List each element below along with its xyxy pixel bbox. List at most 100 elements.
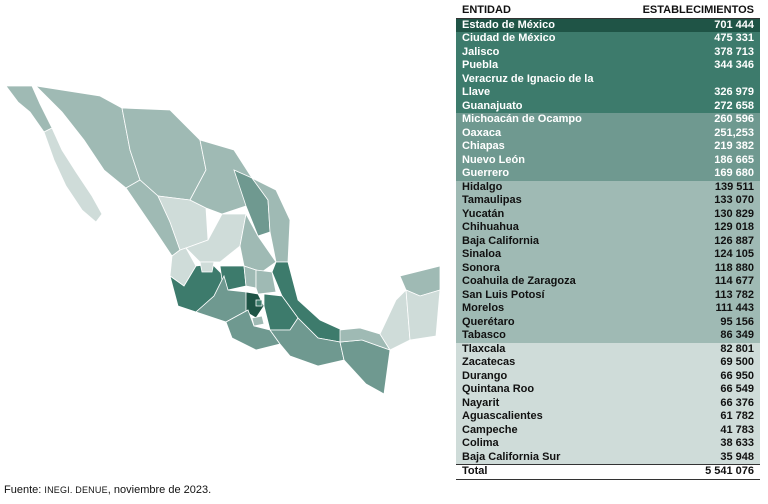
value-cell: 124 105 [714,248,754,260]
table-row: Quintana Roo 66 549 [456,383,760,397]
header-row: ENTIDAD ESTABLECIMIENTOS [456,4,760,19]
entity-cell: Tlaxcala [462,342,506,355]
value-cell: 41 783 [720,423,754,436]
table-row: Baja California Sur 35 948 [456,450,760,465]
table-row: Baja California 126 887 [456,234,760,248]
value-cell: 169 680 [714,167,754,179]
value-cell: 126 887 [714,234,754,247]
table-row: Chihuahua 129 018 [456,221,760,235]
table-row: Puebla 344 346 [456,59,760,73]
value-cell: 118 880 [714,261,754,274]
entity-cell: Oaxaca [462,126,502,139]
table-row: Estado de México 701 444 [456,18,760,32]
entity-cell: Hidalgo [462,180,503,193]
value-cell: 95 156 [720,315,754,328]
table-row: Colima 38 633 [456,437,760,451]
value-cell: 114 677 [714,275,754,287]
value-cell: 701 444 [714,18,754,31]
table-row: Nuevo León 186 665 [456,153,760,167]
value-cell: 272 658 [714,99,754,112]
hidalgo [255,269,277,295]
table: ENTIDAD ESTABLECIMIENTOS Estado de México 7… [456,4,760,480]
table-row: Tamaulipas 133 070 [456,194,760,208]
value-cell: 35 948 [720,450,754,463]
table-row: Veracruz de Ignacio de la Llave 326 979 [456,72,760,100]
table-row: Zacatecas 69 500 [456,356,760,370]
entity-cell: Nuevo León [462,153,525,166]
table-row: Tabasco 86 349 [456,329,760,343]
entity-cell: Sinaloa [462,248,502,260]
entity-cell: Chihuahua [462,221,519,233]
value-cell: 129 018 [714,221,754,233]
entity-cell: Baja California Sur [462,450,561,463]
table-row: Michoacán de Ocampo 260 596 [456,113,760,127]
queretaro [243,265,257,289]
entity-cell: Nayarit [462,396,500,409]
value-cell: 66 376 [720,396,754,409]
entity-cell: Tabasco [462,329,506,341]
table-row: Sinaloa 124 105 [456,248,760,262]
entity-cell: Guanajuato [462,99,523,112]
table-row: Tlaxcala 82 801 [456,342,760,356]
table-row: San Luis Potosí 113 782 [456,288,760,302]
value-cell: 133 070 [714,194,754,206]
entity-cell: Chiapas [462,140,505,152]
table-row: Nayarit 66 376 [456,396,760,410]
entity-cell: Colima [462,437,499,449]
entity-cell: Querétaro [462,315,515,328]
table-row: Guerrero 169 680 [456,167,760,181]
source-date: , noviembre de 2023. [107,484,212,496]
entity-cell: Total [456,464,626,480]
value-cell: 260 596 [714,113,754,125]
entity-cell: Estado de México [462,18,555,31]
entity-cell: Puebla [462,59,499,71]
table-row: Jalisco 378 713 [456,45,760,59]
source-org: INEGI. DENUE [44,485,108,495]
estado-de-mexico [245,291,265,319]
entity-cell: Zacatecas [462,356,516,368]
value-cell: 475 331 [714,32,754,44]
chiapas [339,339,391,395]
table-row: Ciudad de México 475 331 [456,32,760,46]
value-cell: 66 549 [720,383,754,395]
value-cell: ESTABLECIMIENTOS [626,4,760,19]
value-cell: 61 782 [720,410,754,422]
source-prefix: Fuente: [4,484,42,496]
entity-cell: Tamaulipas [462,194,522,206]
entity-cell: Yucatán [462,207,505,220]
entity-cell: Jalisco [462,45,500,58]
table-row: Oaxaca 251,253 [456,126,760,140]
entity-cell: ENTIDAD [456,4,626,19]
table-row: Campeche 41 783 [456,423,760,437]
table-row: Sonora 118 880 [456,261,760,275]
entity-cell: Morelos [462,302,505,314]
value-cell: 66 950 [720,369,754,382]
entity-cell: Michoacán de Ocampo [462,113,582,125]
value-cell: 38 633 [720,437,754,449]
table-row: Chiapas 219 382 [456,140,760,154]
campeche [379,289,411,351]
value-cell: 326 979 [714,86,754,98]
table-row: Morelos 111 443 [456,302,760,316]
value-cell: 219 382 [714,140,754,152]
value-cell: 378 713 [714,45,754,58]
source-note: Fuente: INEGI. DENUE, noviembre de 2023. [4,484,211,496]
value-cell: 111 443 [715,302,754,314]
value-cell: 69 500 [720,356,754,368]
table-row: Durango 66 950 [456,369,760,383]
value-cell: 82 801 [720,342,754,355]
value-cell: 130 829 [714,207,754,220]
map [5,85,441,395]
total-row: Total 5 541 076 [456,464,760,480]
value-cell: 113 782 [714,288,754,301]
entity-cell: San Luis Potosí [462,288,545,301]
entity-cell: Aguascalientes [462,410,543,422]
entity-cell: Veracruz de Ignacio de la Llave [462,72,594,99]
entity-cell: Quintana Roo [462,383,535,395]
table-row: Aguascalientes 61 782 [456,410,760,424]
value-cell: 5 541 076 [626,464,760,480]
entity-cell: Guerrero [462,167,510,179]
entity-cell: Durango [462,369,508,382]
entity-cell: Campeche [462,423,518,436]
value-cell: 186 665 [714,153,754,166]
